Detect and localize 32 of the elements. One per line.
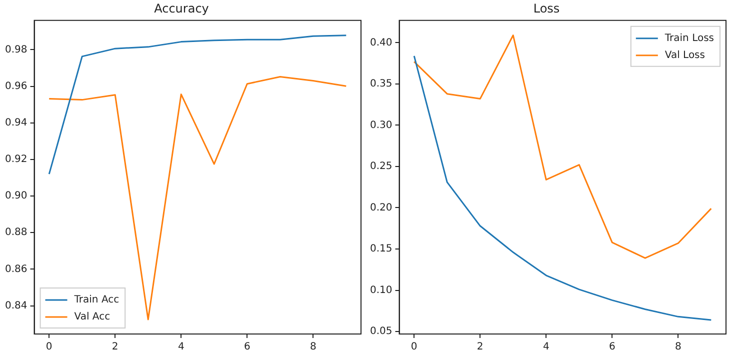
legend-label: Train Loss — [664, 32, 714, 44]
legend-label: Val Acc — [74, 312, 110, 323]
y-tick-label: 0.05 — [370, 326, 392, 338]
y-tick-label: 0.94 — [5, 117, 28, 128]
y-tick-label: 0.30 — [370, 120, 392, 131]
x-tick-label: 0 — [410, 342, 418, 353]
x-tick-label: 8 — [310, 342, 316, 353]
x-tick-label: 4 — [542, 342, 550, 353]
y-tick-label: 0.96 — [5, 80, 28, 92]
legend-label: Val Loss — [664, 50, 705, 61]
y-tick-label: 0.90 — [5, 190, 28, 202]
y-tick-label: 0.88 — [5, 227, 28, 238]
legend-label: Train Acc — [73, 294, 120, 306]
y-tick-label: 0.98 — [5, 44, 28, 56]
x-tick-label: 6 — [244, 342, 250, 353]
x-tick-label: 4 — [178, 342, 184, 353]
y-tick-label: 0.84 — [5, 300, 28, 312]
y-tick-label: 0.92 — [5, 154, 28, 166]
x-tick-label: 8 — [674, 342, 682, 353]
x-tick-label: 2 — [112, 342, 118, 353]
y-tick-label: 0.20 — [370, 202, 392, 214]
y-tick-label: 0.10 — [370, 284, 392, 296]
chart-title: Loss — [533, 1, 560, 16]
x-tick-label: 0 — [46, 342, 52, 353]
y-tick-label: 0.35 — [370, 78, 392, 90]
x-tick-label: 6 — [608, 342, 616, 353]
y-tick-label: 0.86 — [5, 264, 28, 275]
x-tick-label: 2 — [476, 342, 484, 353]
y-tick-label: 0.25 — [370, 161, 392, 172]
y-tick-label: 0.40 — [370, 37, 392, 48]
y-tick-label: 0.15 — [370, 244, 392, 255]
chart-title: Accuracy — [154, 1, 209, 16]
